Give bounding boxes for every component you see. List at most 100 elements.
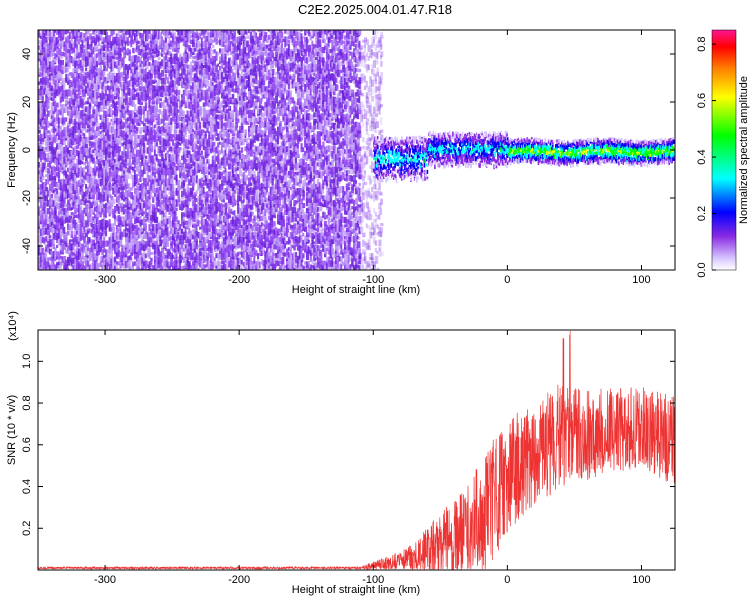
spectrogram-cell: [144, 253, 147, 259]
spectrogram-cell: [128, 211, 131, 220]
spectrogram-cell: [88, 151, 92, 159]
spectrogram-cell: [43, 44, 47, 53]
spectrogram-cell: [170, 56, 173, 65]
spectrogram-cell: [168, 51, 172, 56]
spectrogram-cell: [220, 180, 224, 187]
spectrogram-cell: [121, 178, 125, 187]
spectrogram-cell: [85, 173, 87, 181]
spectrogram-cell: [208, 204, 210, 209]
spectrogram-cell: [77, 237, 81, 242]
spectrogram-cell: [86, 51, 90, 58]
spectrogram-cell: [199, 232, 202, 241]
spectrogram-cell: [97, 137, 101, 146]
spectrogram-cell: [219, 150, 221, 155]
spectrogram-cell: [173, 251, 176, 257]
spectrogram-cell: [139, 68, 142, 74]
spectrogram-cell: [152, 47, 155, 54]
spectrogram-cell: [195, 260, 199, 269]
spectrogram-cell: [172, 165, 175, 172]
spectrogram-cell: [224, 175, 228, 184]
spectrogram-cell: [115, 225, 118, 230]
spectrogram-cell: [134, 233, 137, 240]
spectrogram-cell: [177, 134, 180, 141]
spectrogram-cell: [110, 247, 113, 253]
spectrogram-cell: [74, 130, 77, 139]
spectrogram-cell: [168, 109, 171, 118]
spectrogram-cell: [72, 88, 75, 95]
spectrogram-cell: [90, 177, 93, 184]
spectrogram-cell: [217, 63, 220, 67]
spectrogram-cell: [168, 167, 172, 176]
spectrogram-cell: [153, 149, 156, 156]
spectrogram-cell: [148, 248, 151, 256]
spectrogram-cell: [219, 39, 221, 46]
spectrogram-cell: [121, 191, 124, 200]
spectrogram-cell: [200, 261, 204, 268]
spectrogram-cell: [213, 166, 217, 171]
spectrogram-cell: [224, 44, 228, 53]
spectrogram-cell: [70, 223, 73, 230]
spectrogram-cell: [206, 126, 209, 133]
spectrogram-cell: [210, 253, 213, 260]
spectrogram-cell: [65, 211, 68, 217]
spectrogram-cell: [220, 248, 223, 256]
spectrogram-cell: [88, 158, 91, 166]
spectrogram-cell: [137, 56, 140, 63]
spectrogram-cell: [54, 80, 58, 86]
spectrogram-cell: [61, 244, 64, 252]
spectrogram-cell: [213, 117, 217, 121]
spectrogram-cell: [54, 65, 58, 71]
spectrogram-cell: [152, 129, 155, 134]
spectrogram-cell: [159, 135, 162, 143]
spectrogram-cell: [50, 109, 54, 116]
spectrogram-cell: [61, 204, 65, 212]
spectrogram-cell: [95, 34, 99, 43]
spectrogram-cell: [123, 130, 125, 137]
spectrogram-cell: [61, 30, 64, 36]
spectrogram-cell: [153, 89, 156, 98]
spectrogram-cell: [126, 239, 130, 248]
spectrogram-cell: [92, 90, 96, 96]
spectrogram-cell: [83, 71, 86, 76]
spectrogram-cell: [220, 241, 224, 247]
spectrogram-cell: [137, 45, 140, 52]
spectrogram-cell: [141, 267, 145, 270]
spectrogram-cell: [52, 30, 56, 37]
spectrogram-cell: [210, 105, 213, 109]
spectrogram-cell: [45, 207, 48, 211]
spectrogram-cell: [197, 268, 200, 270]
spectrogram-cell: [168, 183, 172, 191]
spectrogram-cell: [152, 179, 156, 185]
spectrogram-cell: [128, 235, 131, 243]
spectrogram-cell: [43, 147, 46, 152]
spectrogram-cell: [166, 65, 169, 72]
spectrogram-cell: [168, 84, 171, 90]
spectrogram-cell: [153, 211, 157, 217]
spectrogram-cell: [170, 155, 173, 161]
spectrogram-cell: [76, 135, 78, 143]
spectrogram-cell: [222, 47, 225, 54]
spectrogram-cell: [139, 73, 142, 78]
spectrogram-cell: [213, 234, 217, 241]
spectrogram-cell: [210, 86, 213, 91]
spectrogram-cell: [117, 104, 121, 112]
spectrogram-cell: [115, 63, 119, 69]
spectrogram-cell: [173, 259, 177, 267]
spectrogram-cell: [188, 45, 191, 52]
spectrogram-cell: [217, 133, 220, 141]
spectrogram-cell: [85, 79, 88, 84]
spectrogram-cell: [170, 241, 173, 246]
spectrogram-cell: [117, 179, 121, 187]
spectrogram-cell: [105, 153, 108, 161]
spectrogram-cell: [182, 171, 185, 179]
spectrogram-cell: [45, 138, 49, 146]
spectrogram-cell: [191, 82, 195, 90]
spectrogram-cell: [61, 129, 64, 138]
spectrogram-cell: [57, 167, 61, 173]
spectrogram-cell: [206, 166, 209, 175]
spectrogram-cell: [45, 90, 49, 95]
spectrogram-cell: [213, 49, 216, 53]
spectrogram-cell: [112, 30, 115, 36]
spectrogram-cell: [97, 204, 101, 212]
spectrogram-cell: [215, 96, 218, 104]
